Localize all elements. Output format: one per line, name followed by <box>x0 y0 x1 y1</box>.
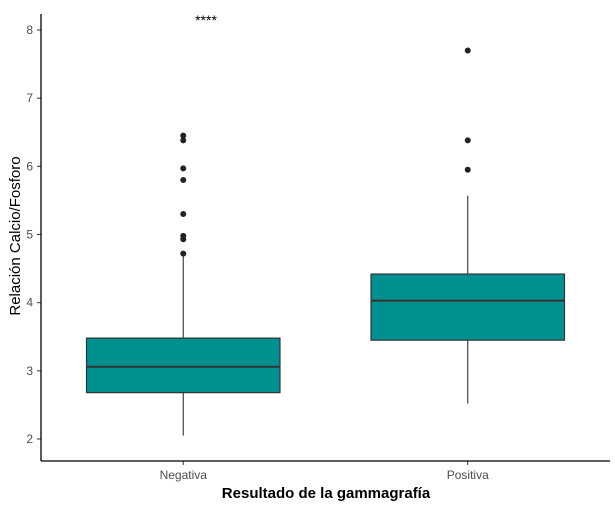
x-tick-label: Positiva <box>447 468 489 482</box>
outlier-point <box>180 137 187 144</box>
outlier-point <box>464 47 471 54</box>
outlier-point <box>464 166 471 173</box>
x-tick-label: Negativa <box>160 468 208 482</box>
outlier-point <box>180 250 187 257</box>
box-body <box>85 337 281 394</box>
y-tick-label: 4 <box>26 296 33 310</box>
box-body <box>370 273 566 341</box>
outlier-point <box>180 211 187 218</box>
box-series <box>85 47 566 436</box>
significance-annotation: **** <box>195 12 217 28</box>
y-tick-label: 2 <box>26 432 33 446</box>
box-group-negativa <box>85 132 281 436</box>
y-axis-ticks: 2 3 4 5 6 7 8 <box>26 23 41 446</box>
outlier-point <box>180 176 187 183</box>
outlier-point <box>180 232 187 239</box>
x-axis-ticks: Negativa Positiva <box>160 461 489 482</box>
y-tick-label: 3 <box>26 364 33 378</box>
y-tick-label: 8 <box>26 23 33 37</box>
outlier-point <box>180 165 187 172</box>
y-tick-label: 6 <box>26 159 33 173</box>
y-tick-label: 5 <box>26 228 33 242</box>
box-group-positiva <box>370 47 566 404</box>
y-axis-title: Relación Calcio/Fosforo <box>7 156 24 315</box>
outlier-point <box>464 137 471 144</box>
y-tick-label: 7 <box>26 91 33 105</box>
outlier-point <box>180 132 187 139</box>
x-axis-title: Resultado de la gammagrafía <box>222 485 431 502</box>
